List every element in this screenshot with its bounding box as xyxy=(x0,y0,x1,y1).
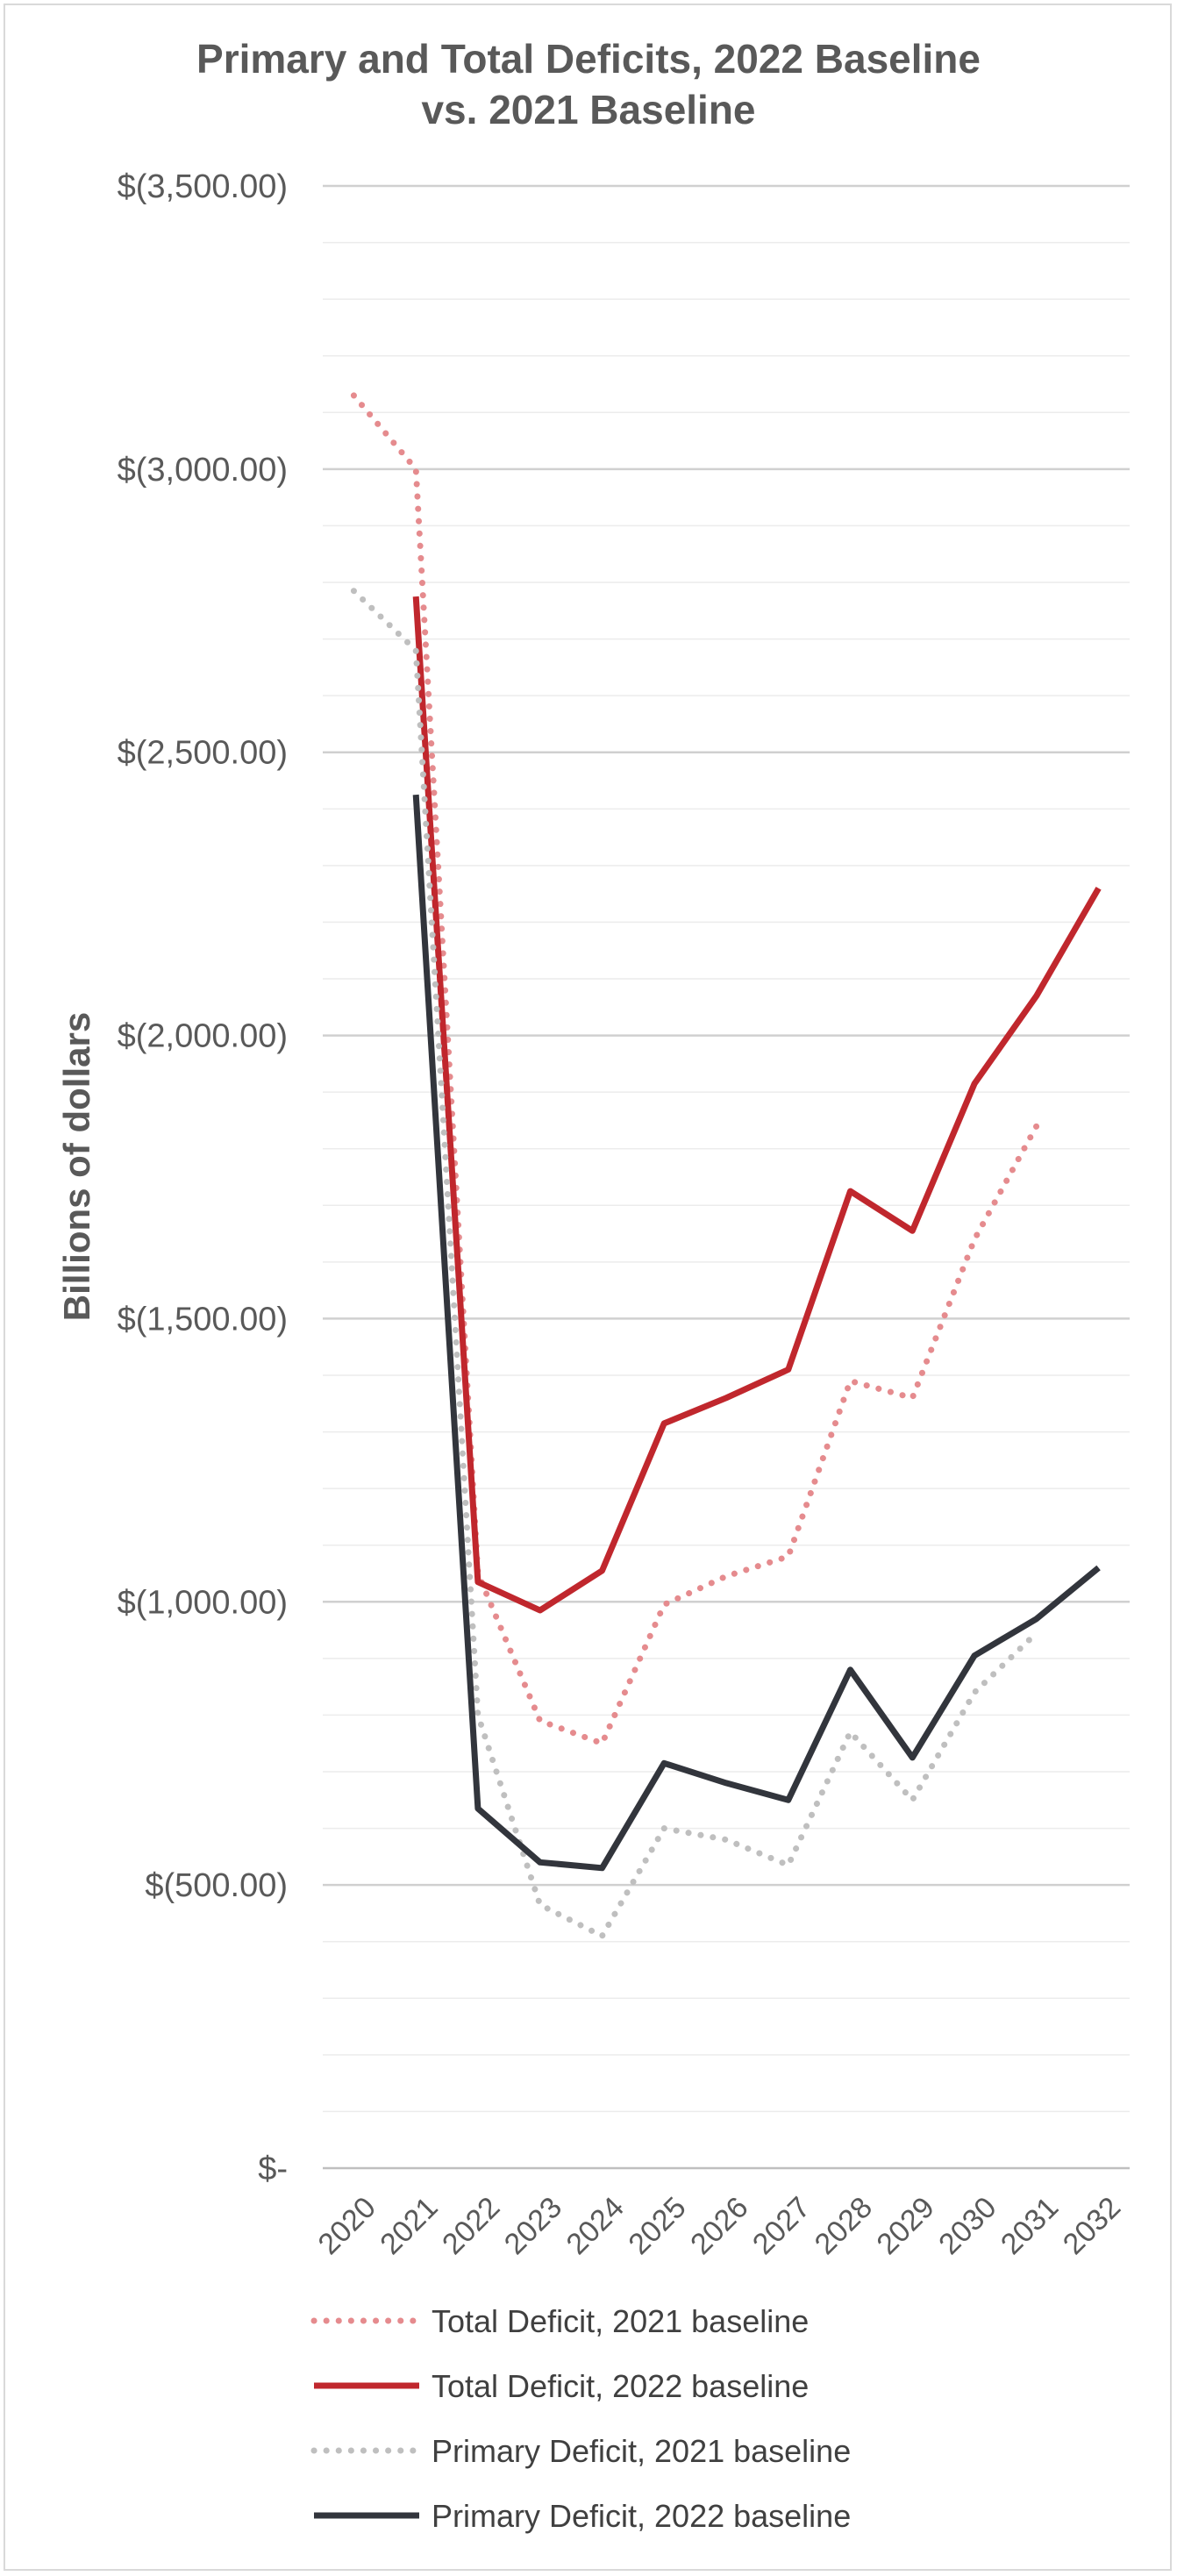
x-tick-label: 2020 xyxy=(312,2191,382,2261)
x-tick-label: 2028 xyxy=(809,2191,879,2261)
gridlines xyxy=(323,184,1130,2170)
x-tick-label: 2030 xyxy=(932,2191,1002,2261)
legend-label: Primary Deficit, 2022 baseline xyxy=(432,2498,851,2534)
series-line-3 xyxy=(350,588,1040,1939)
y-tick-label: $(1,500.00) xyxy=(118,1301,288,1338)
x-tick-label: 2024 xyxy=(560,2191,631,2261)
legend: Total Deficit, 2021 baseline Total Defici… xyxy=(310,2303,851,2534)
x-tick-label: 2032 xyxy=(1057,2191,1127,2261)
x-axis-ticks: 2020202120222023202420252026202720282029… xyxy=(312,2191,1128,2261)
y-tick-label: $(2,500.00) xyxy=(118,735,288,772)
x-tick-label: 2031 xyxy=(995,2191,1065,2261)
chart-title-line2: vs. 2021 Baseline xyxy=(421,87,756,132)
y-tick-label: $- xyxy=(258,2151,288,2187)
chart-title-line1: Primary and Total Deficits, 2022 Baselin… xyxy=(196,36,981,82)
legend-label: Total Deficit, 2022 baseline xyxy=(432,2368,809,2404)
x-tick-label: 2026 xyxy=(684,2191,754,2261)
y-tick-label: $(3,500.00) xyxy=(118,168,288,205)
y-axis-label: Billions of dollars xyxy=(56,1012,97,1321)
y-tick-label: $(1,000.00) xyxy=(118,1584,288,1621)
series-line-4 xyxy=(412,794,1101,1872)
x-tick-label: 2021 xyxy=(374,2191,444,2261)
x-tick-label: 2023 xyxy=(498,2191,568,2261)
y-tick-label: $(500.00) xyxy=(145,1867,288,1904)
series-lines xyxy=(350,392,1102,1939)
x-tick-label: 2029 xyxy=(870,2191,940,2261)
legend-label: Total Deficit, 2021 baseline xyxy=(432,2303,809,2339)
y-tick-label: $(2,000.00) xyxy=(118,1018,288,1055)
chart-frame xyxy=(4,4,1172,2571)
x-tick-label: 2025 xyxy=(622,2191,692,2261)
legend-label: Primary Deficit, 2021 baseline xyxy=(432,2433,851,2469)
series-line-2 xyxy=(412,596,1102,1614)
x-tick-label: 2027 xyxy=(746,2191,817,2261)
x-tick-label: 2022 xyxy=(436,2191,506,2261)
series-line-1 xyxy=(350,392,1040,1747)
y-tick-label: $(3,000.00) xyxy=(118,452,288,489)
y-axis-ticks: $(3,500.00) $(3,000.00) $(2,500.00) $(2,000… xyxy=(118,168,288,2187)
